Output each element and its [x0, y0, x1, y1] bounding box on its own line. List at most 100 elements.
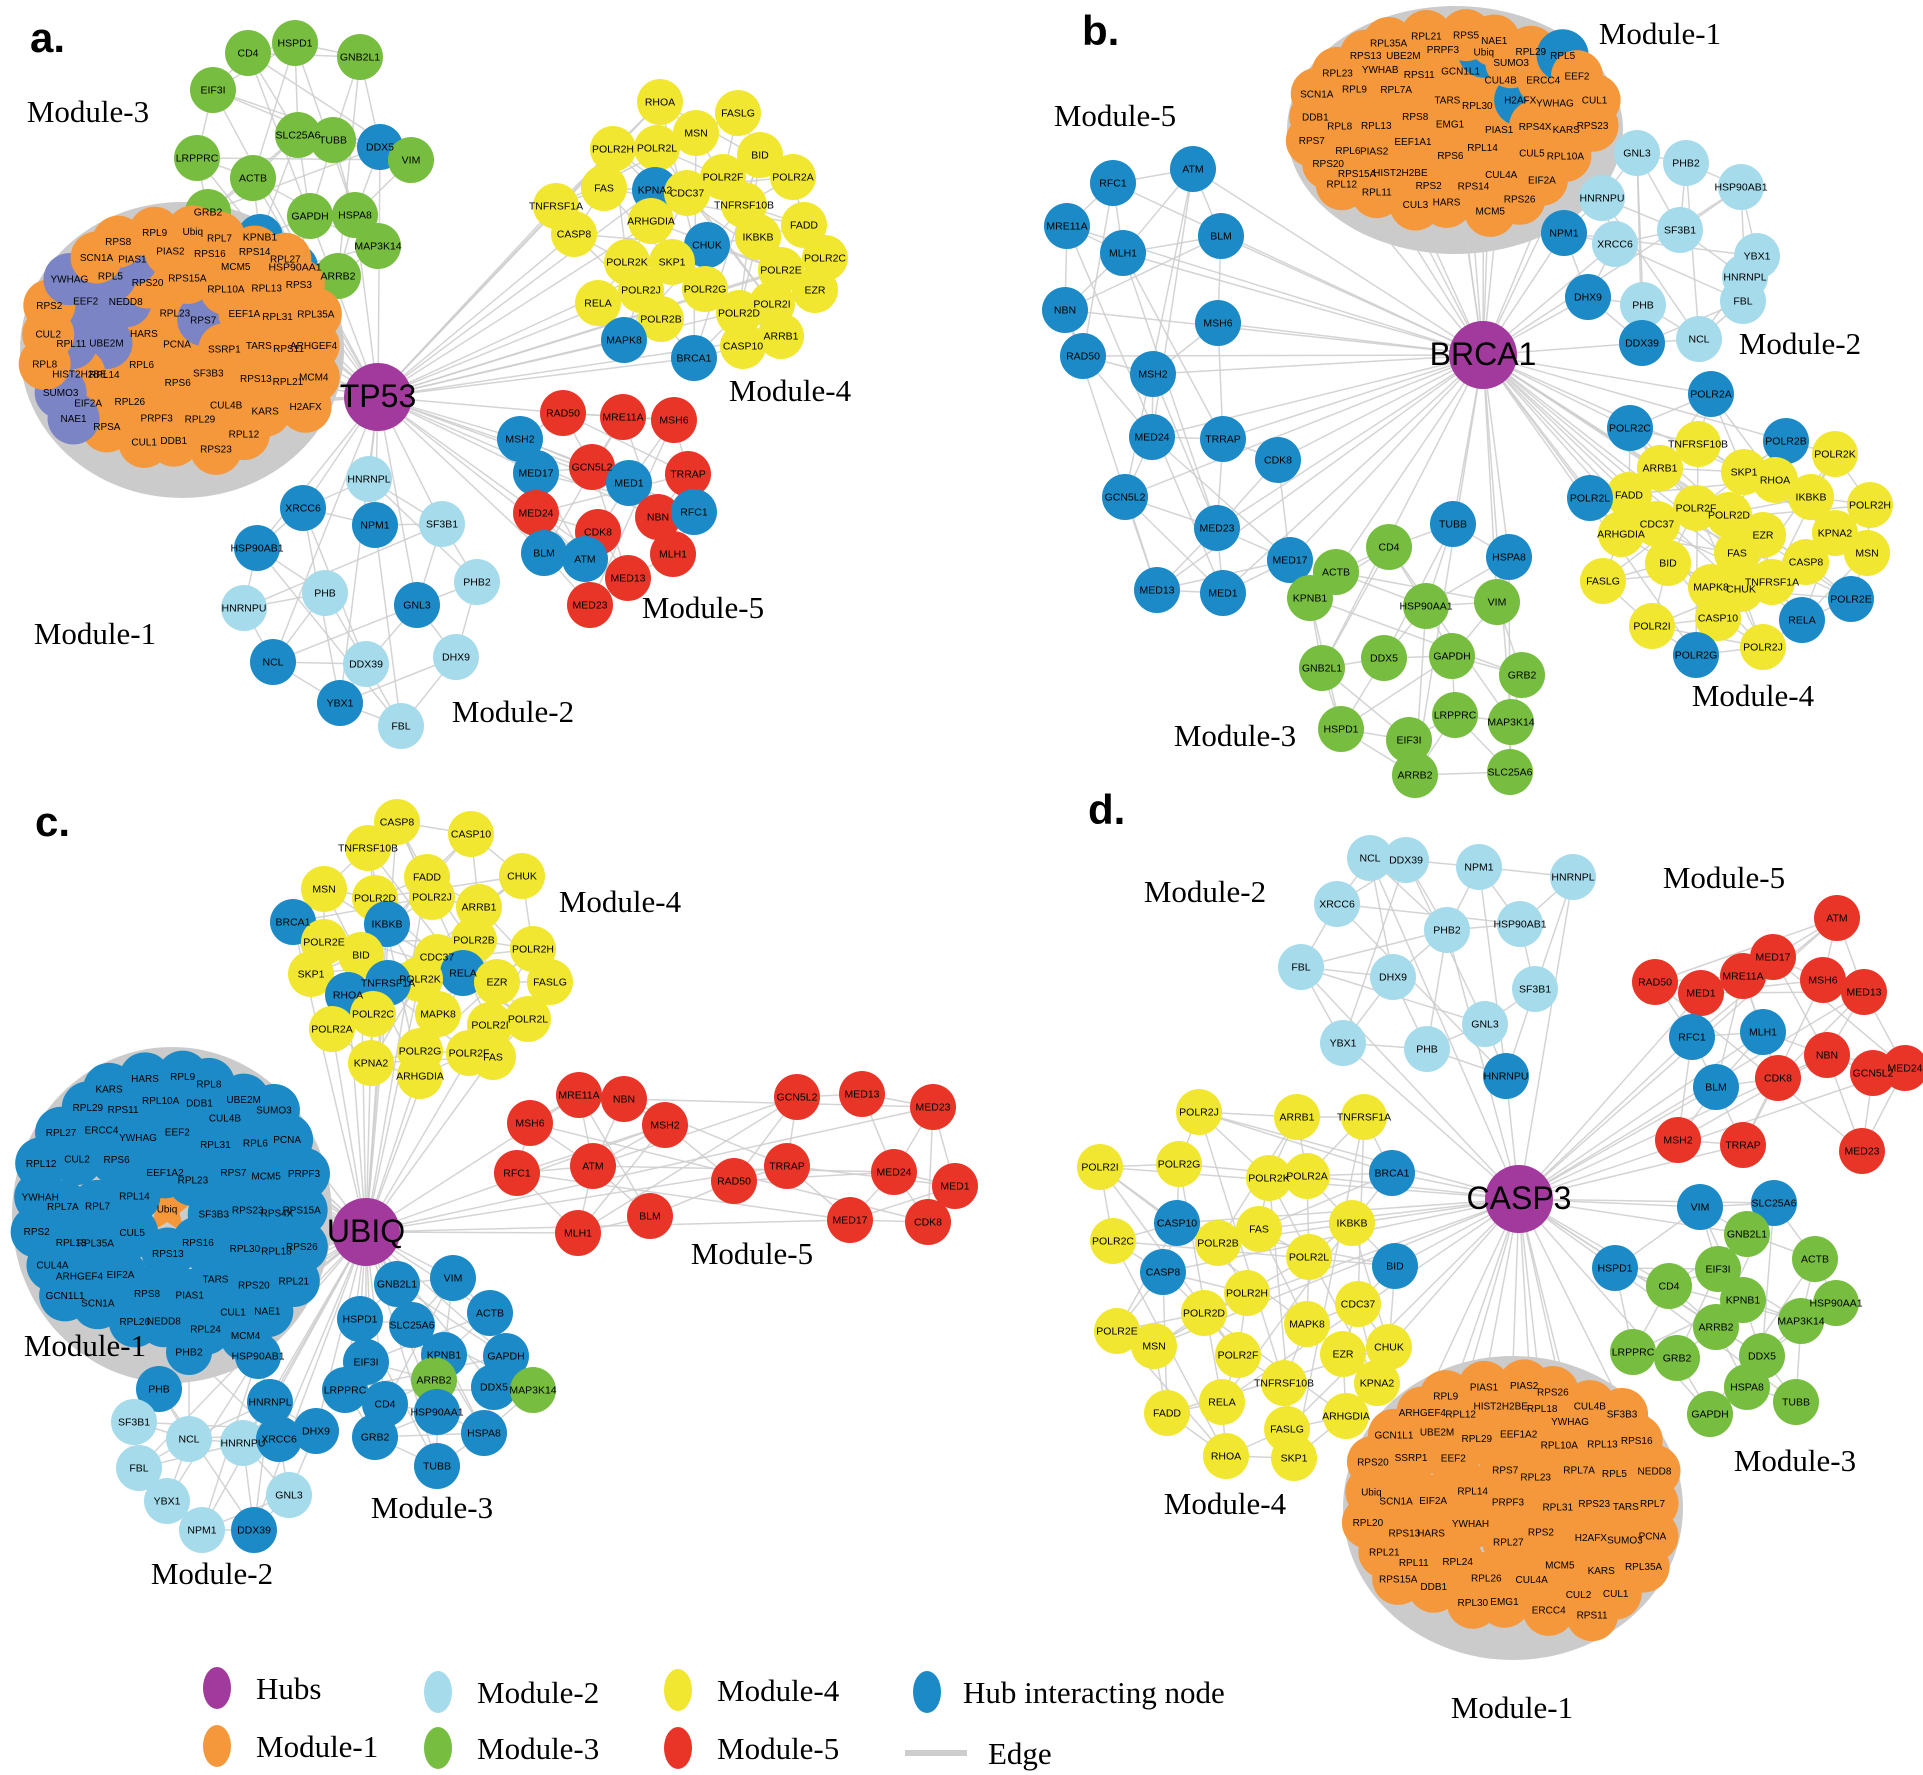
edge [1152, 354, 1484, 375]
node-label-PIAS1: PIAS1 [1470, 1382, 1499, 1393]
node-MED24 [1882, 1045, 1923, 1091]
node-label-SUMO3: SUMO3 [43, 388, 79, 399]
node-label-RPL8: RPL8 [196, 1079, 221, 1090]
node-MED1 [1678, 970, 1724, 1016]
edge [377, 357, 695, 398]
node-MED23 [910, 1084, 956, 1130]
node-label-RPL6: RPL6 [129, 360, 154, 371]
node-NCL [166, 1416, 212, 1462]
node-label-ERCC4: ERCC4 [85, 1126, 119, 1137]
node-POLR2J [409, 874, 455, 920]
edge [1300, 966, 1520, 1200]
node-label-DDX39: DDX39 [237, 1525, 271, 1537]
node-label-EEF1A: EEF1A [229, 309, 261, 320]
node-label-BLM: BLM [639, 1211, 661, 1223]
node-MED13 [605, 555, 651, 601]
node-label-MED24: MED24 [1134, 432, 1169, 444]
node-label-RPS15A: RPS15A [168, 273, 207, 284]
node-GNL3 [394, 582, 440, 628]
node-TUBB [414, 1443, 460, 1489]
edge [365, 876, 428, 1233]
node-label-FAS: FAS [1727, 548, 1747, 560]
node-label-NPM1: NPM1 [1464, 862, 1493, 874]
node-BRCA1 [1369, 1150, 1415, 1196]
node-label-SUMO3: SUMO3 [1493, 58, 1529, 69]
node-label-HNRNPL: HNRNPL [1551, 872, 1594, 884]
node-label-NEDD8: NEDD8 [147, 1317, 181, 1328]
node-label-RPS13: RPS13 [1350, 51, 1382, 62]
node-label-FADD: FADD [790, 220, 818, 232]
node-label-DHX9: DHX9 [1574, 292, 1602, 304]
legend-label-Module-4: Module-4 [717, 1673, 840, 1708]
edge [377, 189, 656, 398]
node-MSN [1844, 530, 1890, 576]
edge [1518, 876, 1574, 1200]
node-label-CDC37: CDC37 [420, 952, 455, 964]
edge [1122, 252, 1484, 356]
node-label-PIAS2: PIAS2 [156, 246, 185, 257]
edge [201, 1231, 367, 1531]
node-label-YWHAB: YWHAB [1362, 65, 1399, 76]
node-GAPDH [1687, 1391, 1733, 1437]
node-label-RPS20: RPS20 [238, 1280, 270, 1291]
node-label-EIF2A: EIF2A [74, 398, 102, 409]
node-label-TNFRSF1A: TNFRSF1A [529, 201, 583, 213]
node-label-HIST2H2BE: HIST2H2BE [1373, 168, 1428, 179]
node-label-HSPD1: HSPD1 [1323, 724, 1358, 736]
node-label-ACTB: ACTB [1322, 567, 1350, 579]
node-MED17 [827, 1197, 873, 1243]
edge [1761, 1202, 1775, 1357]
node-FBL [1720, 278, 1766, 324]
node-label-GRB2: GRB2 [1508, 670, 1537, 682]
node-label-RAD50: RAD50 [1638, 977, 1672, 989]
node-label-DDX39: DDX39 [349, 659, 383, 671]
node-label-PIAS1: PIAS1 [1485, 125, 1514, 136]
edge [377, 205, 557, 398]
edge [1685, 162, 1700, 340]
node-YBX1 [1320, 1020, 1366, 1066]
node-HNRNPU [1483, 1053, 1529, 1099]
node-label-NAE1: NAE1 [60, 414, 87, 425]
panel-letter-d: d. [1088, 786, 1125, 833]
module-title-a-Module-4: Module-4 [729, 373, 852, 408]
node-label-RPS2: RPS2 [1528, 1527, 1555, 1538]
node-label-GAPDH: GAPDH [487, 1351, 524, 1363]
node-label-CHUK: CHUK [507, 871, 537, 883]
node-label-RPS20: RPS20 [1357, 1457, 1389, 1468]
node-POLR2C [1607, 405, 1653, 451]
node-label-SCN1A: SCN1A [1300, 89, 1334, 100]
node-IKBKB [735, 214, 781, 260]
node-label-POLR2I: POLR2I [1081, 1162, 1118, 1174]
node-CHUK [499, 853, 545, 899]
node-label-RPL24: RPL24 [1442, 1557, 1473, 1568]
module-title-c-Module-1: Module-1 [24, 1328, 146, 1363]
node-RFC1 [1090, 160, 1136, 206]
node-XRCC6 [280, 485, 326, 531]
node-label-ACTB: ACTB [476, 1308, 504, 1320]
node-label-POLR2D: POLR2D [718, 308, 760, 320]
node-POLR2J [1740, 624, 1786, 670]
node-NBN [635, 494, 681, 540]
node-label-CUL4B: CUL4B [1485, 76, 1518, 87]
node-label-RPS23: RPS23 [200, 444, 232, 455]
node-ARRB2 [1392, 752, 1438, 798]
node-label-GNL3: GNL3 [1471, 1019, 1499, 1031]
edge [1772, 956, 1906, 1069]
node-label-UBE2M: UBE2M [89, 339, 123, 350]
node-SF3B1 [111, 1399, 157, 1445]
node-label-POLR2B: POLR2B [1765, 436, 1806, 448]
node-CDK8 [1255, 437, 1301, 483]
node-label-ARRB1: ARRB1 [763, 331, 798, 343]
node-label-KPNB1: KPNB1 [427, 1350, 462, 1362]
node-HSPD1 [272, 20, 318, 66]
edge [1222, 354, 1484, 594]
node-label-BID: BID [352, 950, 370, 962]
node-MRE11A [1720, 953, 1766, 999]
node-MSH6 [1800, 957, 1846, 1003]
legend-marker-Module-5 [664, 1727, 692, 1769]
node-VIM [430, 1255, 476, 1301]
edge [1342, 1042, 1520, 1200]
node-label-VIM: VIM [444, 1273, 463, 1285]
node-label-RPL31: RPL31 [1542, 1503, 1573, 1514]
node-label-MSN: MSN [312, 884, 335, 896]
